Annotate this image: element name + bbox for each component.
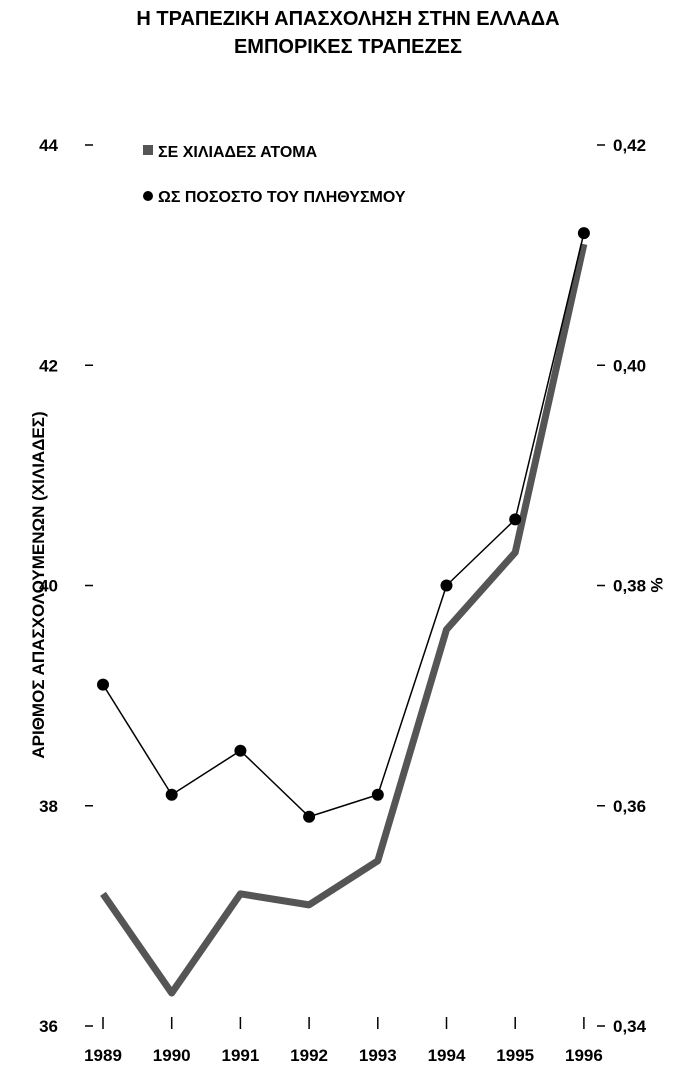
legend-swatch-employees: [143, 145, 153, 155]
series-point-percent: [303, 810, 316, 823]
series: [97, 227, 590, 997]
y2-tick-label: 0,42: [613, 136, 646, 155]
x-tick-label: 1995: [496, 1046, 534, 1065]
x-tick-label: 1994: [428, 1046, 466, 1065]
x-tick-label: 1991: [221, 1046, 259, 1065]
series-line-percent: [102, 232, 585, 818]
y2-tick-label: 0,36: [613, 797, 646, 816]
y-tick-label: 42: [39, 356, 58, 375]
y2-tick-label: 0,38: [613, 577, 646, 596]
x-tick-label: 1992: [290, 1046, 328, 1065]
series-line-employees: [100, 243, 588, 997]
chart-subtitle: ΕΜΠΟΡΙΚΕΣ ΤΡΑΠΕΖΕΣ: [234, 36, 462, 58]
series-point-percent: [97, 678, 109, 691]
y2-tick-label: 0,34: [613, 1017, 647, 1036]
y-axis-label: ΑΡΙΘΜΟΣ ΑΠΑΣΧΟΛΟΥΜΕΝΩΝ (ΧΙΛΙΑΔΕΣ): [29, 411, 48, 758]
y-tick-label: 38: [39, 797, 58, 816]
series-point-percent: [509, 513, 522, 526]
legend-marker-percent: [143, 191, 153, 201]
y2-tick-label: 0,40: [613, 356, 646, 375]
series-point-percent: [577, 227, 590, 240]
chart-title: Η ΤΡΑΠΕΖΙΚΗ ΑΠΑΣΧΟΛΗΣΗ ΣΤΗΝ ΕΛΛΑΔΑ: [136, 8, 559, 30]
y2-axis-label: %: [647, 577, 666, 592]
legend: ΣΕ ΧΙΛΙΑΔΕΣ ΑΤΟΜΑ ΩΣ ΠΟΣΟΣΤΟ ΤΟΥ ΠΛΗΘΥΣΜ…: [143, 144, 406, 206]
series-point-percent: [165, 788, 178, 801]
series-point-percent: [371, 788, 384, 801]
x-tick-label: 1993: [359, 1046, 397, 1065]
y-tick-label: 44: [39, 136, 58, 155]
legend-label-percent: ΩΣ ΠΟΣΟΣΤΟ ΤΟΥ ΠΛΗΘΥΣΜΟΥ: [158, 189, 406, 206]
axes: 36 38 40 42 44 0,34 0,36 0,38 0,40 0,42 1989 1990 19…: [39, 136, 647, 1065]
legend-label-employees: ΣΕ ΧΙΛΙΑΔΕΣ ΑΤΟΜΑ: [158, 144, 318, 161]
y-tick-label: 36: [39, 1017, 58, 1036]
x-tick-label: 1989: [84, 1046, 122, 1065]
x-tick-label: 1990: [153, 1046, 191, 1065]
y-tick-label: 40: [39, 577, 58, 596]
x-tick-label: 1996: [565, 1046, 603, 1065]
series-point-percent: [440, 579, 453, 592]
series-point-percent: [234, 744, 247, 757]
